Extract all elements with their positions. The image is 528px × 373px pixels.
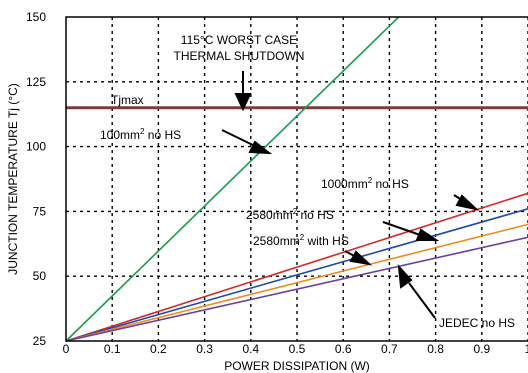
label-2580mm-no-hs: 2580mm2 no HS bbox=[246, 207, 334, 222]
arrow-2580mm-no-hs bbox=[382, 221, 440, 241]
tick-labels: 00.10.20.30.40.50.60.70.80.9125507510012… bbox=[26, 10, 528, 356]
x-tick-label: 0 bbox=[63, 342, 70, 356]
y-tick-label: 75 bbox=[33, 204, 47, 218]
arrow-1000mm bbox=[453, 194, 480, 211]
x-axis-label: POWER DISSIPATION (W) bbox=[224, 359, 370, 373]
x-tick-label: 1 bbox=[525, 342, 528, 356]
x-tick-label: 0.1 bbox=[104, 342, 121, 356]
x-tick-label: 0.2 bbox=[150, 342, 167, 356]
series-line bbox=[65, 223, 528, 342]
series-lines bbox=[65, 16, 528, 342]
plot-frame bbox=[65, 16, 528, 342]
annotations: 115°C WORST CASE THERMAL SHUTDOWN Tjmax … bbox=[100, 33, 515, 330]
series-line bbox=[65, 16, 400, 342]
worst-case-label-line1: 115°C WORST CASE bbox=[181, 33, 297, 47]
x-tick-label: 0.3 bbox=[196, 342, 213, 356]
y-tick-label: 50 bbox=[33, 269, 47, 283]
worst-case-label-line2: THERMAL SHUTDOWN bbox=[174, 49, 305, 63]
tjmax-label: Tjmax bbox=[111, 93, 144, 107]
x-tick-label: 0.9 bbox=[473, 342, 490, 356]
series-line bbox=[65, 208, 528, 342]
arrow-100mm bbox=[221, 129, 273, 155]
y-tick-label: 25 bbox=[33, 334, 47, 348]
x-tick-label: 0.5 bbox=[289, 342, 306, 356]
x-tick-label: 0.6 bbox=[335, 342, 352, 356]
label-jedec-no-hs: JEDEC no HS bbox=[439, 316, 515, 330]
y-axis-label: JUNCTION TEMPERATURE Tj (°C) bbox=[6, 83, 20, 274]
x-tick-label: 0.8 bbox=[427, 342, 444, 356]
worst-case-arrow bbox=[234, 71, 252, 112]
annotation-arrows bbox=[221, 71, 480, 319]
arrow-2580mm-with-hs bbox=[344, 250, 373, 266]
label-2580mm-with-hs: 2580mm2 with HS bbox=[253, 233, 349, 248]
y-tick-label: 150 bbox=[26, 10, 46, 24]
y-tick-label: 125 bbox=[26, 75, 46, 89]
y-tick-label: 100 bbox=[26, 140, 46, 154]
series-line bbox=[65, 192, 528, 342]
label-100mm-no-hs: 100mm2 no HS bbox=[100, 127, 181, 142]
grid bbox=[66, 17, 528, 341]
x-tick-label: 0.7 bbox=[381, 342, 398, 356]
x-tick-label: 0.4 bbox=[242, 342, 259, 356]
label-1000mm-no-hs: 1000mm2 no HS bbox=[321, 176, 409, 191]
arrow-jedec bbox=[397, 264, 436, 319]
series-line bbox=[65, 236, 528, 342]
